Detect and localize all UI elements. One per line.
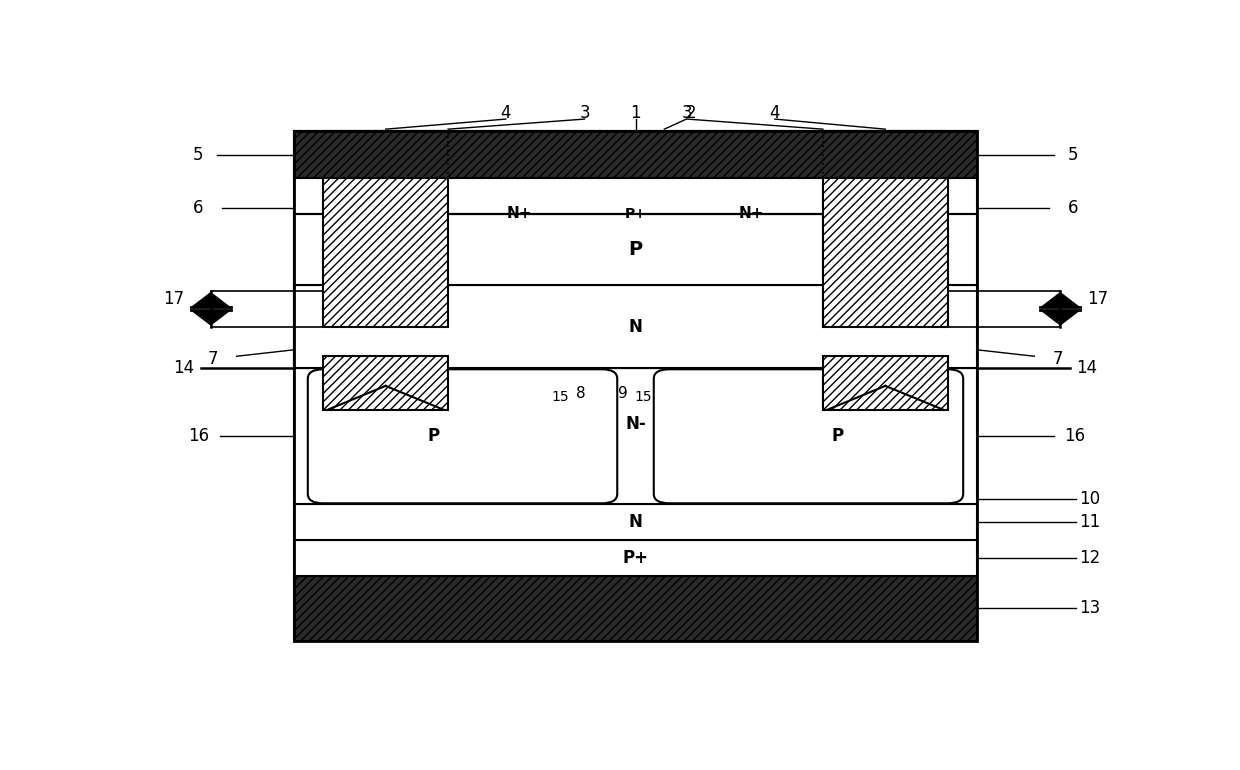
- Text: 16: 16: [187, 427, 208, 445]
- Text: P: P: [629, 240, 642, 259]
- Text: 17: 17: [164, 290, 185, 308]
- Bar: [324, 357, 448, 410]
- Text: 10: 10: [1080, 490, 1101, 507]
- Bar: [294, 131, 977, 641]
- Text: 8: 8: [575, 386, 585, 400]
- Text: 4: 4: [501, 104, 511, 122]
- Text: 13: 13: [1080, 599, 1101, 618]
- Polygon shape: [1040, 310, 1080, 326]
- Text: 5: 5: [1068, 146, 1078, 164]
- Polygon shape: [1040, 292, 1080, 307]
- Text: P+: P+: [622, 549, 649, 567]
- Bar: [294, 214, 977, 285]
- Text: 6: 6: [193, 199, 203, 217]
- Text: 7: 7: [1053, 350, 1064, 368]
- Bar: [324, 131, 448, 326]
- FancyBboxPatch shape: [308, 370, 618, 504]
- Bar: [294, 576, 977, 641]
- Text: 7: 7: [207, 350, 218, 368]
- Bar: [294, 504, 977, 540]
- Text: 4: 4: [770, 104, 780, 122]
- Bar: [823, 357, 947, 410]
- Text: 14: 14: [174, 359, 195, 377]
- Text: 6: 6: [1068, 199, 1078, 217]
- Polygon shape: [191, 310, 231, 326]
- Bar: [294, 131, 977, 368]
- Text: 12: 12: [1080, 549, 1101, 567]
- Text: P: P: [831, 427, 843, 445]
- Text: P+: P+: [625, 207, 646, 221]
- Text: 16: 16: [1064, 427, 1085, 445]
- Text: 5: 5: [193, 146, 203, 164]
- Text: N+: N+: [739, 206, 765, 222]
- Bar: [823, 131, 947, 326]
- Text: N: N: [629, 514, 642, 531]
- Bar: [294, 368, 977, 504]
- Text: 15: 15: [552, 390, 569, 403]
- Text: 17: 17: [1086, 290, 1107, 308]
- Bar: [294, 285, 977, 368]
- FancyBboxPatch shape: [653, 370, 963, 504]
- Text: 2: 2: [686, 104, 697, 122]
- Bar: [294, 131, 977, 179]
- Text: P: P: [428, 427, 440, 445]
- Text: 14: 14: [1076, 359, 1097, 377]
- Text: 15: 15: [635, 390, 652, 403]
- Bar: [294, 540, 977, 576]
- Text: N-: N-: [625, 416, 646, 434]
- Text: 9: 9: [618, 386, 627, 400]
- Text: 3: 3: [579, 104, 590, 122]
- Text: 3: 3: [682, 104, 693, 122]
- Polygon shape: [191, 292, 231, 307]
- Text: 1: 1: [630, 104, 641, 122]
- Text: 11: 11: [1080, 514, 1101, 531]
- Text: N+: N+: [506, 206, 532, 222]
- Text: N: N: [629, 317, 642, 336]
